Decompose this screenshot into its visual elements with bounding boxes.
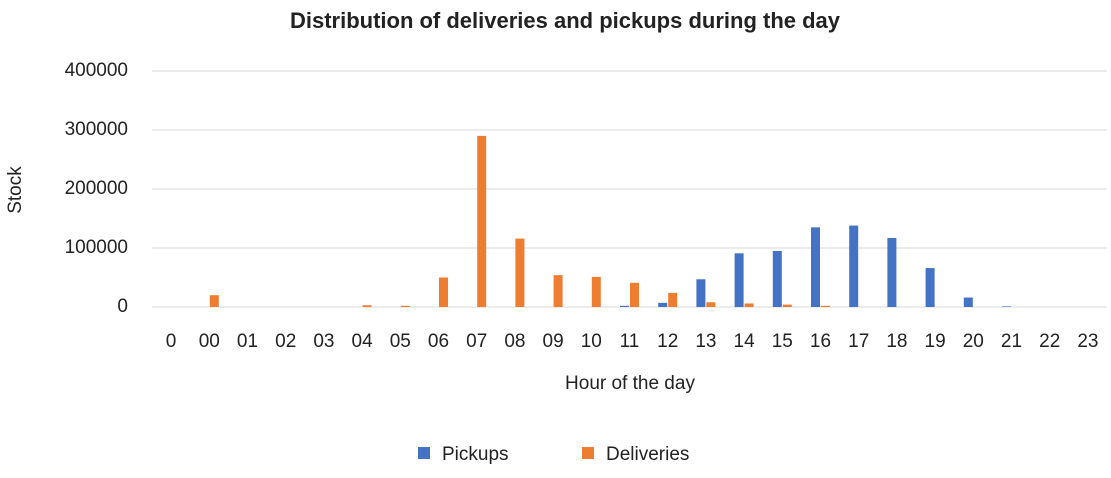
bar xyxy=(477,135,487,307)
x-tick-label: 04 xyxy=(352,331,374,352)
x-tick-label: 11 xyxy=(620,331,640,352)
bar xyxy=(811,227,820,307)
x-axis-label: Hour of the day xyxy=(565,373,695,394)
x-tick-label: 06 xyxy=(428,331,449,352)
bar xyxy=(887,237,897,307)
x-tick-label: 22 xyxy=(1039,331,1060,352)
x-tick-label: 03 xyxy=(313,331,334,352)
x-tick-label: 20 xyxy=(963,331,984,352)
bar xyxy=(658,302,668,307)
y-tick-label: 400000 xyxy=(65,60,128,81)
bar xyxy=(821,305,830,307)
bar xyxy=(782,304,792,307)
bar xyxy=(630,282,639,307)
x-tick-label: 17 xyxy=(848,331,869,352)
y-tick-label: 300000 xyxy=(65,119,128,140)
bar xyxy=(772,250,782,307)
legend-swatch xyxy=(418,447,430,459)
x-tick-label: 21 xyxy=(1001,331,1022,352)
x-tick-label: 09 xyxy=(543,331,564,352)
x-tick-label: 14 xyxy=(734,331,756,352)
bar xyxy=(591,276,601,307)
bar xyxy=(849,225,859,307)
legend-label: Deliveries xyxy=(606,444,689,465)
bar xyxy=(925,268,935,307)
y-tick-label: 100000 xyxy=(65,237,128,258)
y-tick-label: 0 xyxy=(117,296,128,317)
bar xyxy=(1002,306,1011,307)
x-tick-label: 10 xyxy=(581,331,602,352)
bar xyxy=(362,305,372,307)
bar xyxy=(553,275,563,307)
bar xyxy=(744,303,754,307)
bar xyxy=(400,305,410,307)
bar xyxy=(963,297,973,307)
x-tick-label: 00 xyxy=(199,331,220,352)
x-tick-label: 19 xyxy=(925,331,946,352)
bar xyxy=(515,238,525,307)
legend-swatch xyxy=(582,447,594,459)
x-tick-label: 23 xyxy=(1077,331,1098,352)
x-tick-label: 18 xyxy=(886,331,907,352)
legend-label: Pickups xyxy=(442,444,509,465)
x-tick-label: 02 xyxy=(275,331,296,352)
x-tick-label: 05 xyxy=(390,331,411,352)
x-tick-label: 08 xyxy=(504,331,525,352)
bar xyxy=(209,295,219,307)
x-tick-label: 01 xyxy=(237,331,258,352)
x-tick-label: 07 xyxy=(466,331,487,352)
y-axis-label: Stock xyxy=(5,166,26,214)
y-tick-label: 200000 xyxy=(65,178,128,199)
bar xyxy=(706,302,716,307)
bar xyxy=(734,253,744,307)
chart-title: Distribution of deliveries and pickups d… xyxy=(290,8,841,33)
x-tick-label: 13 xyxy=(695,331,716,352)
bar xyxy=(696,279,706,307)
x-tick-label: 12 xyxy=(657,331,678,352)
bar xyxy=(620,305,629,307)
x-tick-label: 15 xyxy=(772,331,793,352)
x-tick-label: 0 xyxy=(166,331,177,352)
x-tick-label: 16 xyxy=(810,331,831,352)
bar xyxy=(668,292,678,307)
bar xyxy=(439,277,448,307)
